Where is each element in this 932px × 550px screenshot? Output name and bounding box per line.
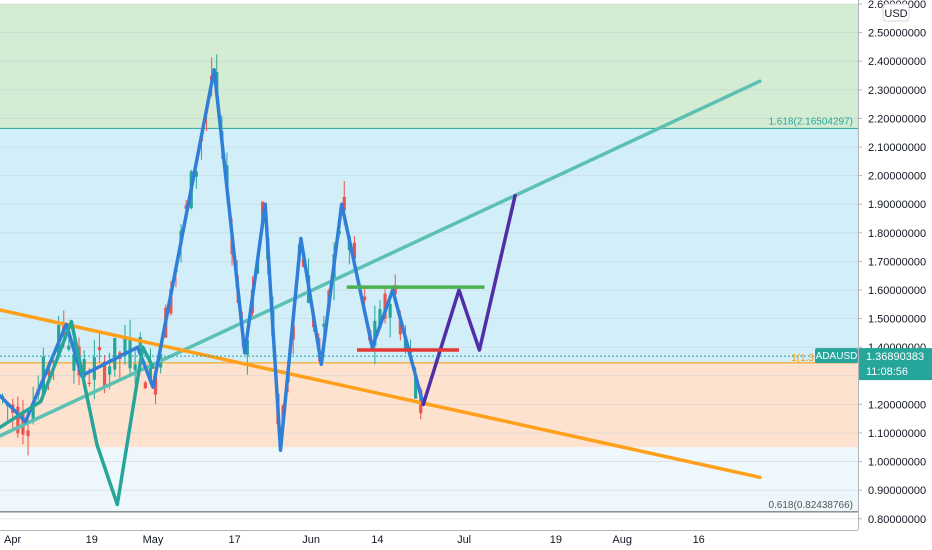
symbol-tag-label: ADAUSD bbox=[816, 351, 858, 362]
fib-zone-0 bbox=[0, 4, 858, 129]
candle-body-29 bbox=[148, 365, 153, 379]
candle-body-10 bbox=[51, 361, 56, 363]
candle-body-76 bbox=[388, 303, 392, 318]
y-tick-label-1: 2.50000000 bbox=[868, 28, 926, 40]
y-axis[interactable]: 2.600000002.500000002.400000002.30000000… bbox=[858, 0, 932, 550]
candle-body-71 bbox=[363, 296, 367, 301]
candle-body-77 bbox=[393, 285, 397, 295]
y-tick-label-6: 2.00000000 bbox=[868, 171, 926, 183]
candle-body-13 bbox=[67, 345, 71, 350]
y-tick-label-17: 0.90000000 bbox=[868, 485, 926, 497]
candle-body-38 bbox=[194, 171, 198, 177]
y-axis-background bbox=[858, 0, 932, 550]
last-price-box bbox=[859, 348, 932, 381]
candle-body-24 bbox=[123, 336, 127, 356]
candle-body-26 bbox=[133, 364, 137, 371]
fib-label-0: 1.618(2.16504297) bbox=[768, 116, 853, 127]
candle-body-48 bbox=[245, 340, 249, 355]
x-tick-label-6: Jul bbox=[457, 534, 471, 546]
y-tick-label-3: 2.30000000 bbox=[868, 85, 926, 97]
candle-body-20 bbox=[102, 361, 107, 386]
candle-body-67 bbox=[342, 196, 346, 211]
candle-body-28 bbox=[143, 382, 147, 389]
y-tick-label-7: 1.90000000 bbox=[868, 199, 926, 211]
x-tick-label-4: Jun bbox=[302, 534, 320, 546]
y-tick-label-5: 2.10000000 bbox=[868, 142, 926, 154]
currency-badge-label: USD bbox=[884, 8, 907, 20]
horizontal-lines[interactable] bbox=[346, 285, 485, 352]
y-tick-label-15: 1.10000000 bbox=[868, 428, 926, 440]
candle-body-74 bbox=[378, 309, 382, 329]
y-tick-label-14: 1.20000000 bbox=[868, 399, 926, 411]
currency-badge[interactable]: USD bbox=[882, 3, 910, 22]
candle-body-30 bbox=[153, 374, 158, 395]
x-axis-background bbox=[0, 530, 858, 550]
fib-label-1: 1(1.3 bbox=[791, 353, 814, 364]
fib-label-2: 0.618(0.82438766) bbox=[768, 500, 853, 511]
candle-body-22 bbox=[113, 338, 117, 370]
wave-paths[interactable] bbox=[0, 68, 517, 507]
candle-body-69 bbox=[352, 242, 357, 259]
wave-teal-wave[interactable] bbox=[0, 319, 155, 507]
candle-body-78 bbox=[398, 320, 402, 335]
y-tick-label-8: 1.80000000 bbox=[868, 228, 926, 240]
y-tick-label-2: 2.40000000 bbox=[868, 56, 926, 68]
candle-body-3 bbox=[16, 406, 20, 434]
x-tick-label-5: 14 bbox=[371, 534, 383, 546]
trendline-teal[interactable] bbox=[0, 79, 762, 438]
y-tick-label-18: 0.80000000 bbox=[868, 514, 926, 526]
y-tick-label-9: 1.70000000 bbox=[868, 256, 926, 268]
y-tick-label-11: 1.50000000 bbox=[868, 314, 926, 326]
y-tick-label-16: 1.00000000 bbox=[868, 457, 926, 469]
x-tick-label-9: 16 bbox=[693, 534, 705, 546]
x-tick-label-7: 19 bbox=[550, 534, 562, 546]
candle-body-19 bbox=[97, 347, 102, 351]
symbol-tag-box bbox=[815, 348, 858, 364]
candle-body-16 bbox=[82, 359, 86, 378]
fib-zones bbox=[0, 4, 858, 512]
grid-lines bbox=[0, 3, 858, 520]
candle-body-14 bbox=[72, 354, 76, 371]
fib-labels: 1.618(2.16504297) 1(1.3 0.618(0.82438766) bbox=[768, 116, 853, 510]
fib-zone-3 bbox=[0, 447, 858, 512]
x-tick-label-8: Aug bbox=[612, 534, 632, 546]
x-tick-label-1: 19 bbox=[86, 534, 98, 546]
y-tick-label-10: 1.60000000 bbox=[868, 285, 926, 297]
wave-blue[interactable] bbox=[0, 68, 426, 452]
candle-body-21 bbox=[108, 366, 112, 375]
currency-badge-box bbox=[882, 3, 910, 22]
last-price-value: 1.36890383 bbox=[866, 351, 924, 363]
candle-body-6 bbox=[31, 405, 35, 421]
x-tick-label-0: Apr bbox=[4, 534, 21, 546]
fib-zone-1 bbox=[0, 128, 858, 363]
candle-body-63 bbox=[322, 323, 326, 327]
candle-body-75 bbox=[383, 293, 387, 319]
trendlines[interactable] bbox=[0, 79, 762, 480]
candle-body-4 bbox=[21, 411, 25, 435]
x-axis[interactable]: Apr 19 May 17 Jun 14 Jul 19 Aug 16 bbox=[0, 530, 858, 550]
x-tick-label-3: 17 bbox=[228, 534, 240, 546]
candle-body-73 bbox=[373, 320, 377, 346]
last-price-countdown: 11:08:56 bbox=[866, 366, 908, 378]
wave-purple[interactable] bbox=[421, 193, 517, 407]
candle-body-81 bbox=[414, 376, 418, 399]
candle-body-5 bbox=[26, 430, 30, 437]
trendline-orange[interactable] bbox=[0, 308, 762, 480]
x-tick-label-2: May bbox=[143, 534, 164, 546]
last-price-badge: ADAUSD 1.36890383 11:08:56 bbox=[815, 348, 932, 381]
y-tick-label-4: 2.20000000 bbox=[868, 113, 926, 125]
candle-body-17 bbox=[87, 382, 91, 384]
plot-area[interactable]: 1.618(2.16504297) 1(1.3 0.618(0.82438766) bbox=[0, 3, 858, 520]
